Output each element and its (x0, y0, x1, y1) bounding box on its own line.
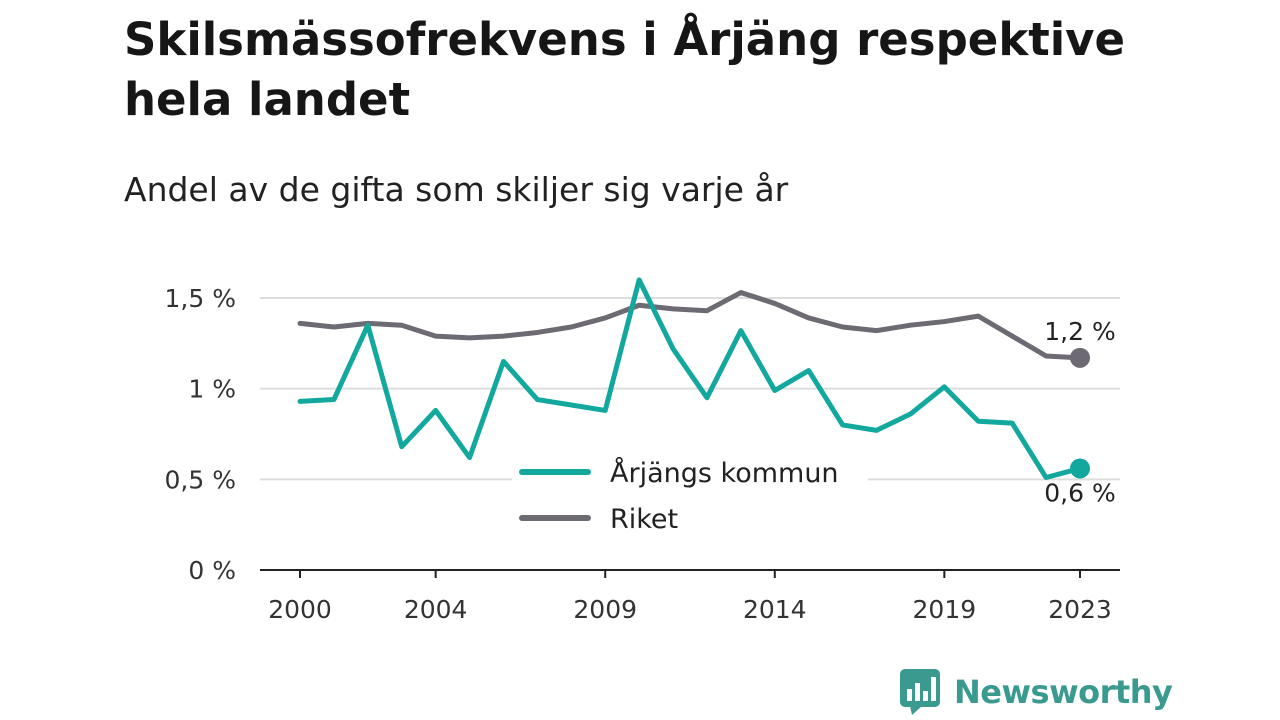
x-tick-label: 2009 (573, 595, 637, 624)
y-tick-label: 1 % (188, 375, 236, 404)
end-labels: 0,6 % 1,2 % (1044, 317, 1115, 508)
chart-subtitle: Andel av de gifta som skiljer sig varje … (124, 170, 789, 209)
chart-title: Skilsmässofrekvens i Årjäng respektive h… (124, 13, 1126, 126)
x-tick-label: 2019 (913, 595, 977, 624)
y-axis-ticks: 0 % 0,5 % 1 % 1,5 % (165, 284, 236, 585)
end-label-riket: 1,2 % (1044, 317, 1115, 346)
x-tick-label: 2023 (1048, 595, 1112, 624)
logo-text: Newsworthy (954, 673, 1173, 711)
legend-label: Riket (610, 504, 678, 535)
end-label-arjang: 0,6 % (1044, 478, 1115, 507)
y-tick-label: 0,5 % (165, 465, 236, 494)
x-axis-ticks: 2000 2004 2009 2014 2019 2023 (268, 570, 1112, 624)
x-tick-label: 2004 (404, 595, 468, 624)
series-lines (297, 277, 1090, 481)
newsworthy-logo: Newsworthy (900, 668, 1173, 716)
legend: Årjängs kommun Riket (512, 452, 868, 535)
legend-label: Årjängs kommun (610, 457, 839, 489)
series-line-riket (297, 290, 1083, 361)
series-end-point (1070, 458, 1090, 479)
y-tick-label: 0 % (188, 556, 236, 585)
series-end-point (1070, 347, 1090, 368)
y-tick-label: 1,5 % (165, 284, 236, 313)
bar-chart-speech-bubble-icon (900, 669, 940, 715)
x-tick-label: 2000 (268, 595, 332, 624)
x-tick-label: 2014 (743, 595, 807, 624)
series-line-arjang (297, 277, 1083, 481)
